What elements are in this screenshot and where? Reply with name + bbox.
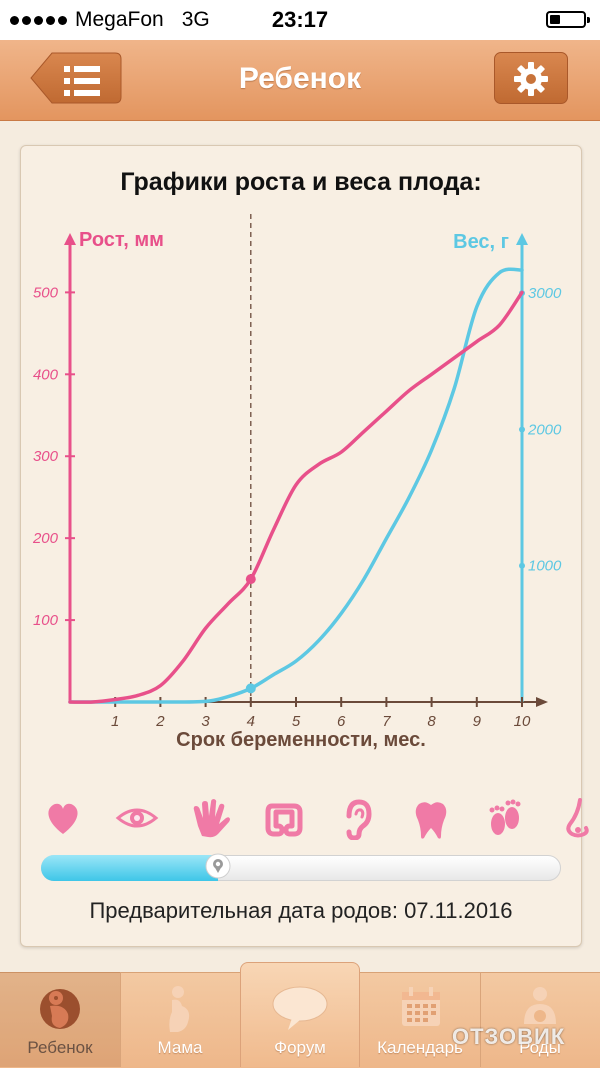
settings-button[interactable]: [494, 52, 568, 104]
x-tick-label: 2: [155, 713, 165, 730]
y-axis-label: Рост, мм: [79, 229, 164, 251]
feet-icon[interactable]: [482, 796, 526, 840]
growth-chart: Рост, мм Вес, г Срок беременности, мес. …: [32, 214, 562, 751]
x-tick-label: 6: [337, 713, 346, 730]
x-tick-label: 8: [427, 713, 436, 730]
tab-label: Форум: [274, 1038, 326, 1057]
slider-thumb[interactable]: [205, 853, 231, 879]
y-axis-arrow: [64, 233, 76, 245]
y2-tick-label: 1000: [528, 558, 562, 575]
tab-divider: [120, 972, 121, 1067]
eye-icon[interactable]: [115, 796, 159, 840]
mother-icon: [169, 986, 190, 1032]
menu-button[interactable]: [30, 52, 122, 104]
nose-icon[interactable]: [556, 796, 600, 840]
weight-current-point: [245, 683, 256, 694]
y-tick-label: 200: [32, 530, 59, 547]
tab-label: Роды: [519, 1038, 561, 1057]
x-tick-label: 1: [111, 713, 119, 730]
tab-rody[interactable]: Роды: [480, 972, 600, 1067]
heart-icon[interactable]: [41, 796, 85, 840]
tab-label: Календарь: [377, 1038, 463, 1057]
y2-tick: [519, 562, 525, 569]
x-tick-label: 9: [473, 713, 482, 730]
gear-icon: [514, 62, 548, 96]
due-date-text: Предварительная дата родов: 07.11.2016: [89, 898, 513, 923]
y2-axis-arrow: [516, 233, 528, 245]
navigation-bar: Ребенок: [0, 40, 600, 121]
calendar-icon: [402, 987, 440, 1026]
organ-icons: [33, 796, 589, 846]
tooth-icon[interactable]: [409, 796, 453, 840]
y2-tick-label: 2000: [527, 421, 562, 438]
watermark-text: ОТЗОВИК: [452, 1024, 566, 1049]
x-tick-label: 10: [514, 713, 531, 730]
battery-icon: [546, 11, 590, 28]
page-title: Ребенок: [238, 62, 362, 95]
birth-icon: [524, 987, 556, 1024]
x-tick-label: 5: [292, 713, 301, 730]
status-left: MegaFon 3G: [10, 8, 210, 32]
y-tick-label: 500: [33, 284, 59, 301]
y2-axis-label: Вес, г: [453, 231, 509, 253]
y-tick-label: 300: [33, 448, 59, 465]
tab-label: Ребенок: [27, 1038, 93, 1057]
hand-icon[interactable]: [188, 796, 232, 840]
height-series-line: [68, 290, 524, 704]
slider-progress: [41, 855, 218, 881]
height-current-point: [245, 574, 256, 585]
tab-calendar[interactable]: Календарь: [360, 972, 480, 1067]
status-time: 23:17: [271, 7, 329, 32]
signal-strength-icon: [10, 15, 67, 25]
tab-rebenok[interactable]: Ребенок: [0, 972, 120, 1067]
baby-icon: [40, 989, 80, 1029]
pregnancy-progress-slider[interactable]: [41, 853, 561, 883]
intestine-icon[interactable]: [262, 796, 306, 840]
carrier-name: MegaFon: [75, 8, 164, 31]
x-axis-label: Срок беременности, мес.: [176, 729, 426, 751]
x-tick-label: 3: [201, 713, 210, 730]
weight-series-line: [68, 267, 524, 704]
tab-mama[interactable]: Мама: [120, 972, 240, 1067]
y-tick-label: 400: [33, 366, 59, 383]
x-tick-label: 7: [382, 713, 391, 730]
tab-forum[interactable]: Форум: [240, 962, 360, 1067]
ear-icon[interactable]: [335, 796, 379, 841]
status-bar: MegaFon 3G 23:17: [0, 0, 600, 40]
tab-divider: [480, 972, 481, 1067]
network-type: 3G: [181, 8, 210, 31]
speech-bubble-icon: [272, 986, 328, 1030]
tab-label: Мама: [157, 1038, 203, 1057]
x-axis-arrow: [536, 697, 548, 707]
chart-title: Графики роста и веса плода:: [120, 168, 482, 196]
menu-list-icon: [64, 66, 102, 102]
y2-tick: [519, 426, 525, 433]
growth-card: Графики роста и веса плода: Рост, мм Вес…: [20, 145, 589, 947]
y-tick-label: 100: [33, 612, 59, 629]
x-tick-label: 4: [247, 713, 255, 730]
y2-tick-label: 3000: [528, 285, 562, 302]
